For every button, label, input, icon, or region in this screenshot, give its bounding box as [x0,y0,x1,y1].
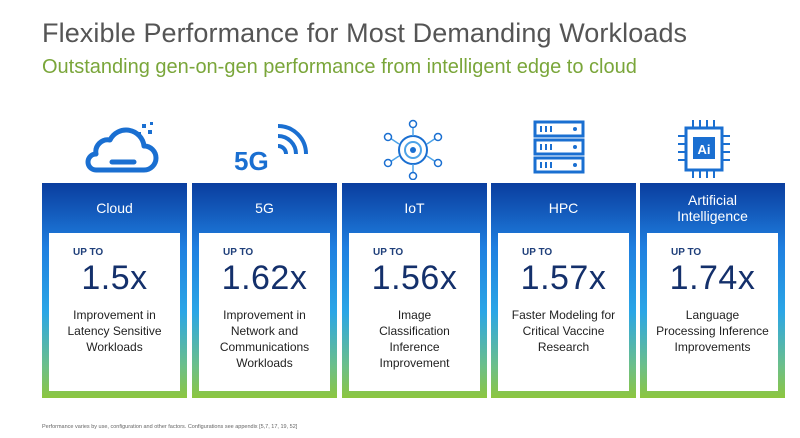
card-label: Artificial Intelligence [677,192,748,224]
card-body: UP TO 1.62x Improvement in Network and C… [199,233,330,391]
card-ai: Artificial Intelligence UP TO 1.74x Lang… [640,183,785,398]
card-description: Faster Modeling for Critical Vaccine Res… [511,308,616,354]
card-description: Improvement in Network and Communication… [219,308,310,370]
up-to-label: UP TO [373,247,404,258]
card-body: UP TO 1.57x Faster Modeling for Critical… [498,233,629,391]
card-body: UP TO 1.74x Language Processing Inferenc… [647,233,778,391]
card-body: UP TO 1.5x Improvement in Latency Sensit… [49,233,180,391]
card-hpc: HPC UP TO 1.57x Faster Modeling for Crit… [491,183,636,398]
card-5g: 5G UP TO 1.62x Improvement in Network an… [192,183,337,398]
page-subtitle: Outstanding gen-on-gen performance from … [42,56,637,78]
up-to-label: UP TO [73,247,104,258]
card-cloud: Cloud UP TO 1.5x Improvement in Latency … [42,183,187,398]
card-description: Language Processing Inference Improvemen… [656,308,769,354]
svg-text:Ai: Ai [698,142,711,157]
card-label: IoT [404,200,425,216]
ai-chip-icon: Ai [678,120,730,178]
page-title: Flexible Performance for Most Demanding … [42,18,688,48]
card-label: 5G [255,200,274,216]
performance-value: 1.74x [669,259,756,297]
card-label: Cloud [96,200,133,216]
performance-value: 1.5x [81,259,148,297]
card-body: UP TO 1.56x Image Classification Inferen… [349,233,480,391]
cloud-icon [85,122,159,173]
svg-text:5G: 5G [234,146,269,176]
up-to-label: UP TO [671,247,702,258]
performance-value: 1.57x [520,259,607,297]
performance-value: 1.56x [371,259,458,297]
up-to-label: UP TO [223,247,254,258]
performance-value: 1.62x [221,259,308,297]
server-rack-icon [533,120,585,174]
5g-signal-icon: 5G [234,124,308,176]
card-label: HPC [548,200,579,216]
card-description: Improvement in Latency Sensitive Workloa… [67,308,162,354]
iot-network-icon [383,119,443,180]
up-to-label: UP TO [522,247,553,258]
card-iot: IoT UP TO 1.56x Image Classification Inf… [342,183,487,398]
footnote: Performance varies by use, configuration… [42,424,298,430]
card-description: Image Classification Inference Improveme… [379,308,450,370]
